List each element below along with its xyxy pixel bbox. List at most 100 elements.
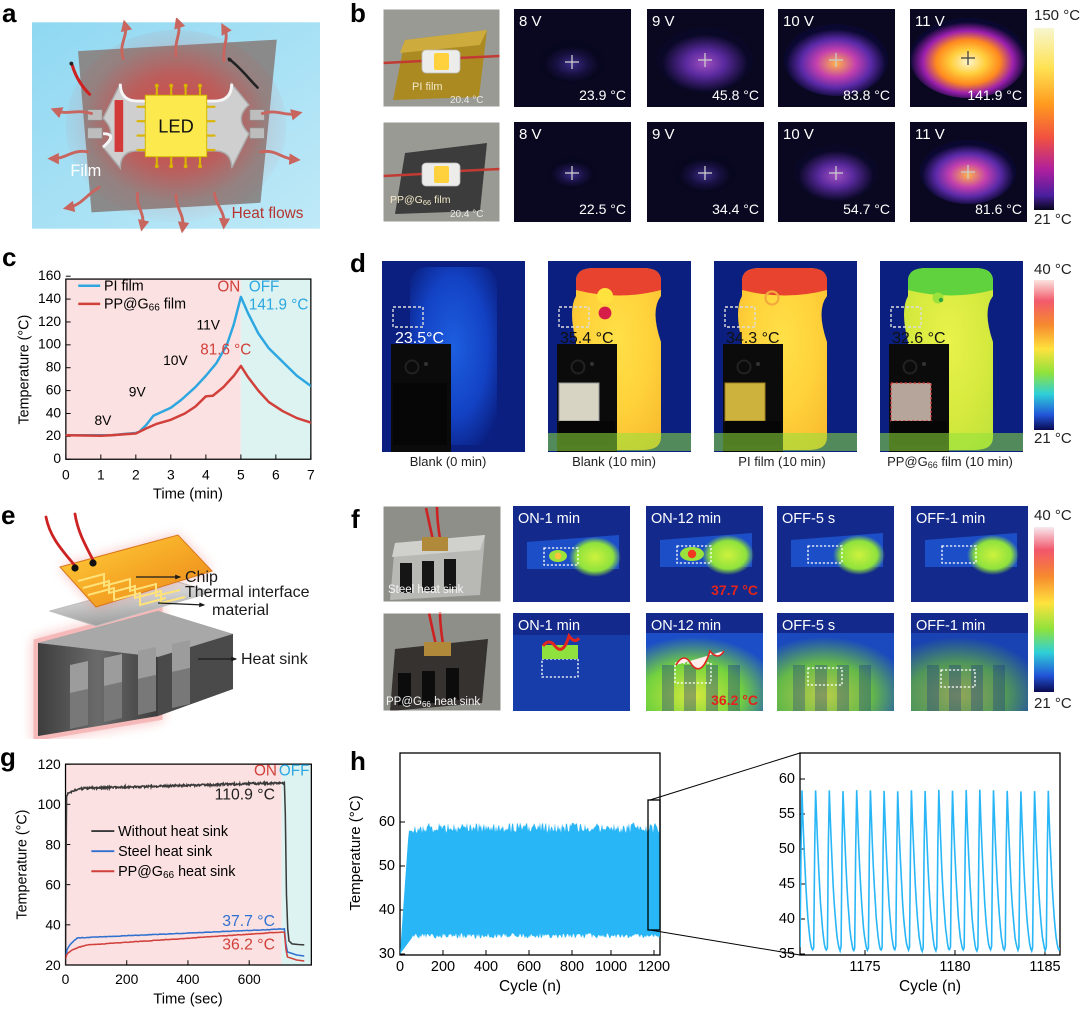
svg-text:PI film: PI film [104,279,144,295]
svg-text:36.2 °C: 36.2 °C [711,692,758,708]
svg-text:Heat sink: Heat sink [241,651,309,668]
svg-text:LED: LED [158,116,193,137]
svg-text:ON-12 min: ON-12 min [651,618,721,634]
svg-text:Blank (0 min): Blank (0 min) [410,454,487,469]
svg-text:23.5°C: 23.5°C [395,330,444,347]
svg-text:8 V: 8 V [519,13,542,30]
svg-text:600: 600 [238,971,261,987]
svg-text:1175: 1175 [849,959,880,975]
svg-text:4: 4 [202,466,210,482]
svg-text:3: 3 [167,466,175,482]
svg-text:40: 40 [46,404,62,420]
svg-text:81.6 °C: 81.6 °C [200,341,251,358]
svg-text:40: 40 [45,917,61,933]
svg-text:Time (sec): Time (sec) [153,991,222,1007]
svg-text:6: 6 [272,466,280,482]
svg-text:141.9 °C: 141.9 °C [967,87,1022,103]
svg-text:800: 800 [560,959,584,975]
svg-text:22.5 °C: 22.5 °C [579,201,626,217]
svg-text:PP@G66 heat sink: PP@G66 heat sink [386,696,480,709]
svg-text:PP@G66 film: PP@G66 film [104,297,186,314]
svg-text:34.3 °C: 34.3 °C [726,330,780,347]
svg-text:1180: 1180 [939,959,970,975]
svg-text:1200: 1200 [638,959,670,975]
svg-text:400: 400 [176,971,199,987]
svg-text:8 V: 8 V [519,126,542,143]
svg-text:100: 100 [38,336,61,352]
svg-text:Blank (10 min): Blank (10 min) [572,454,656,469]
svg-text:110.9 °C: 110.9 °C [215,787,275,804]
svg-text:120: 120 [38,313,61,329]
svg-text:83.8 °C: 83.8 °C [843,87,890,103]
svg-text:Steel heat sink: Steel heat sink [388,584,464,596]
svg-text:9 V: 9 V [652,126,675,143]
svg-text:1: 1 [97,466,105,482]
svg-text:20: 20 [45,957,61,973]
svg-text:160: 160 [38,267,61,283]
svg-text:20: 20 [46,427,62,443]
svg-text:OFF-5 s: OFF-5 s [782,511,835,527]
svg-text:11 V: 11 V [915,126,945,143]
svg-text:PP@G66 film (10 min): PP@G66 film (10 min) [887,454,1013,470]
svg-text:100: 100 [38,796,61,812]
svg-text:20.4 °C: 20.4 °C [450,95,483,106]
svg-text:0: 0 [62,466,70,482]
svg-text:21 °C: 21 °C [1034,695,1072,712]
svg-text:OFF: OFF [279,763,310,780]
svg-text:ON: ON [217,278,240,295]
svg-text:ON: ON [254,763,277,780]
svg-text:10 V: 10 V [783,126,814,143]
svg-text:40: 40 [779,911,795,927]
svg-text:60: 60 [46,381,62,397]
svg-text:36.2 °C: 36.2 °C [222,937,275,954]
svg-text:Temperature (°C): Temperature (°C) [14,810,30,920]
svg-text:7: 7 [307,466,315,482]
svg-text:40 °C: 40 °C [1034,507,1072,524]
svg-text:81.6 °C: 81.6 °C [975,201,1022,217]
svg-text:10V: 10V [163,352,188,368]
svg-text:8V: 8V [94,412,112,428]
svg-text:20.4 °C: 20.4 °C [450,209,483,220]
svg-text:10 V: 10 V [783,13,814,30]
svg-text:400: 400 [474,959,498,975]
svg-text:1000: 1000 [595,959,627,975]
svg-text:40: 40 [379,902,395,918]
svg-text:9 V: 9 V [652,13,675,30]
svg-text:141.9 °C: 141.9 °C [249,297,309,314]
svg-text:OFF-5 s: OFF-5 s [782,618,835,634]
svg-text:80: 80 [46,359,62,375]
svg-text:PI film (10 min): PI film (10 min) [738,454,825,469]
svg-text:35: 35 [779,946,795,962]
svg-text:Time (min): Time (min) [153,486,223,502]
svg-text:150 °C: 150 °C [1034,7,1080,24]
svg-text:60: 60 [45,876,61,892]
svg-text:50: 50 [779,841,795,857]
svg-text:32.6 °C: 32.6 °C [892,330,946,347]
svg-text:Without heat sink: Without heat sink [118,824,229,840]
svg-text:30: 30 [379,946,395,962]
svg-text:54.7 °C: 54.7 °C [843,201,890,217]
svg-text:Heat flows: Heat flows [232,205,304,222]
svg-text:120: 120 [38,756,61,772]
svg-text:Thermal interface: Thermal interface [185,584,310,601]
svg-text:material: material [212,602,269,619]
svg-text:60: 60 [379,814,395,830]
svg-text:80: 80 [45,836,61,852]
svg-text:1185: 1185 [1029,959,1060,975]
svg-text:OFF-1 min: OFF-1 min [916,511,985,527]
svg-text:45: 45 [779,876,795,892]
svg-text:45.8 °C: 45.8 °C [712,87,759,103]
svg-text:PI film: PI film [412,81,443,93]
svg-text:2: 2 [132,466,140,482]
svg-text:200: 200 [431,959,455,975]
svg-text:Film: Film [70,162,101,180]
svg-text:55: 55 [779,806,795,822]
svg-text:PP@G66 heat sink: PP@G66 heat sink [118,864,236,881]
svg-text:0: 0 [396,959,404,975]
svg-text:Steel heat sink: Steel heat sink [118,844,213,860]
svg-text:21 °C: 21 °C [1034,430,1072,447]
svg-text:11V: 11V [196,317,220,333]
svg-text:0: 0 [62,971,70,987]
svg-text:23.9 °C: 23.9 °C [579,87,626,103]
svg-text:40 °C: 40 °C [1034,261,1072,278]
